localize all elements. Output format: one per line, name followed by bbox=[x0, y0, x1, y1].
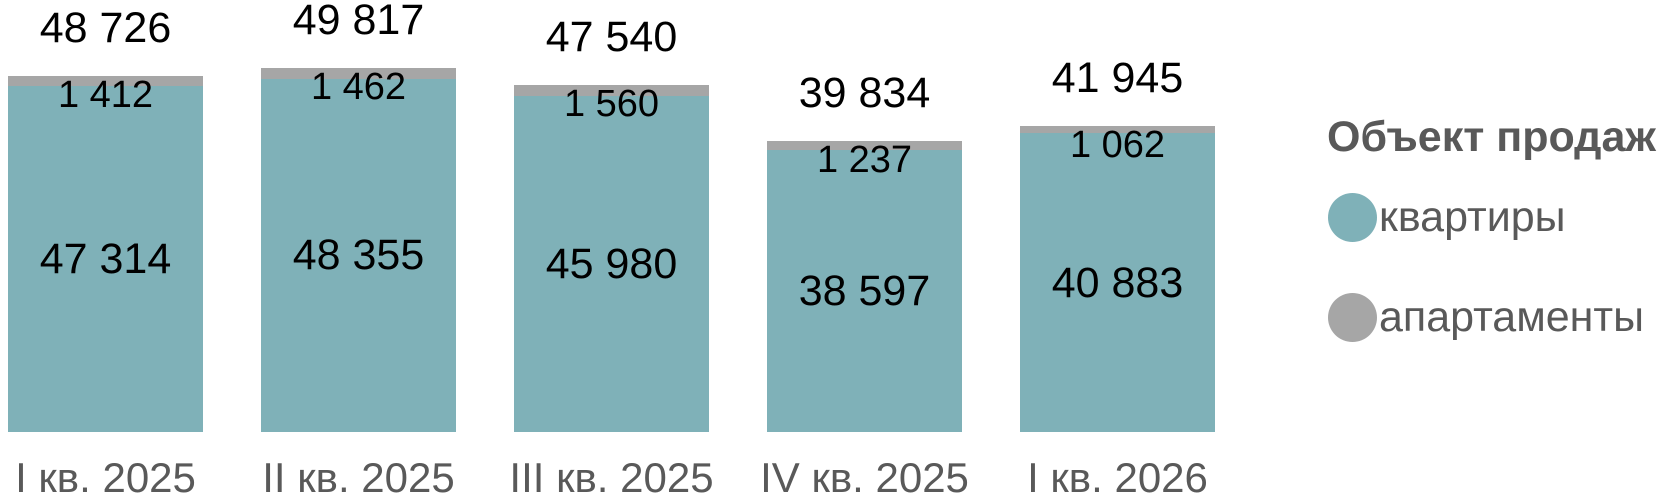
bar-column: 48 726 1 412 47 314 I кв. 2025 bbox=[8, 0, 203, 504]
kvartiry-swatch-icon bbox=[1328, 192, 1377, 242]
apartamenty-data-label: 1 560 bbox=[563, 82, 660, 125]
bar-segment-kvartiry[interactable] bbox=[8, 86, 203, 432]
bar-segment-apartamenty[interactable] bbox=[8, 76, 203, 87]
x-axis-category-label: I кв. 2025 bbox=[15, 454, 196, 501]
total-data-label: 41 945 bbox=[1051, 53, 1184, 102]
bar-column: 49 817 1 462 48 355 II кв. 2025 bbox=[261, 0, 456, 504]
apartamenty-data-label: 1 237 bbox=[816, 138, 913, 181]
x-axis-category-label: I кв. 2026 bbox=[1027, 454, 1208, 501]
legend-item-label: апартаменты bbox=[1379, 293, 1645, 341]
kvartiry-data-label: 40 883 bbox=[1051, 258, 1184, 307]
total-data-label: 47 540 bbox=[545, 12, 678, 61]
bar-column: 39 834 1 237 38 597 IV кв. 2025 bbox=[760, 0, 969, 504]
legend-title: Объект продаж bbox=[1327, 113, 1656, 161]
x-axis-category-label: II кв. 2025 bbox=[262, 454, 455, 501]
kvartiry-data-label: 38 597 bbox=[798, 267, 931, 315]
apartamenty-data-label: 1 462 bbox=[310, 66, 407, 109]
total-data-label: 48 726 bbox=[39, 4, 172, 52]
x-axis-category-label: IV кв. 2025 bbox=[760, 454, 969, 501]
legend-item-apartamenty[interactable]: апартаменты bbox=[1328, 292, 1644, 342]
kvartiry-data-label: 48 355 bbox=[292, 231, 425, 280]
bar-segment-apartamenty[interactable] bbox=[261, 68, 456, 79]
bar-column: 47 540 1 560 45 980 III кв. 2025 bbox=[509, 0, 713, 504]
x-axis-category-label: III кв. 2025 bbox=[509, 454, 714, 501]
bar-segment-kvartiry[interactable] bbox=[767, 150, 962, 432]
apartamenty-data-label: 1 062 bbox=[1069, 123, 1166, 166]
plot-area: 48 726 1 412 47 314 I кв. 2025 49 817 1 462 48… bbox=[8, 0, 1215, 504]
total-data-label: 49 817 bbox=[292, 0, 425, 45]
kvartiry-data-label: 47 314 bbox=[39, 235, 172, 284]
apartamenty-swatch-icon bbox=[1328, 292, 1377, 342]
legend-item-kvartiry[interactable]: квартиры bbox=[1328, 192, 1566, 242]
bar-segment-apartamenty[interactable] bbox=[514, 84, 709, 97]
legend: Объект продаж квартиры апартаменты bbox=[1327, 0, 1669, 504]
legend-item-label: квартиры bbox=[1379, 193, 1566, 241]
kvartiry-data-label: 45 980 bbox=[545, 240, 678, 289]
bar-column: 41 945 1 062 40 883 I кв. 2026 bbox=[1020, 0, 1215, 504]
bar-segment-kvartiry[interactable] bbox=[514, 96, 709, 432]
bar-segment-apartamenty[interactable] bbox=[767, 140, 962, 150]
bar-segment-kvartiry[interactable] bbox=[1020, 133, 1215, 432]
bar-segment-kvartiry[interactable] bbox=[261, 78, 456, 432]
bar-segment-apartamenty[interactable] bbox=[1020, 125, 1215, 134]
apartamenty-data-label: 1 412 bbox=[57, 74, 154, 116]
total-data-label: 39 834 bbox=[798, 68, 931, 117]
